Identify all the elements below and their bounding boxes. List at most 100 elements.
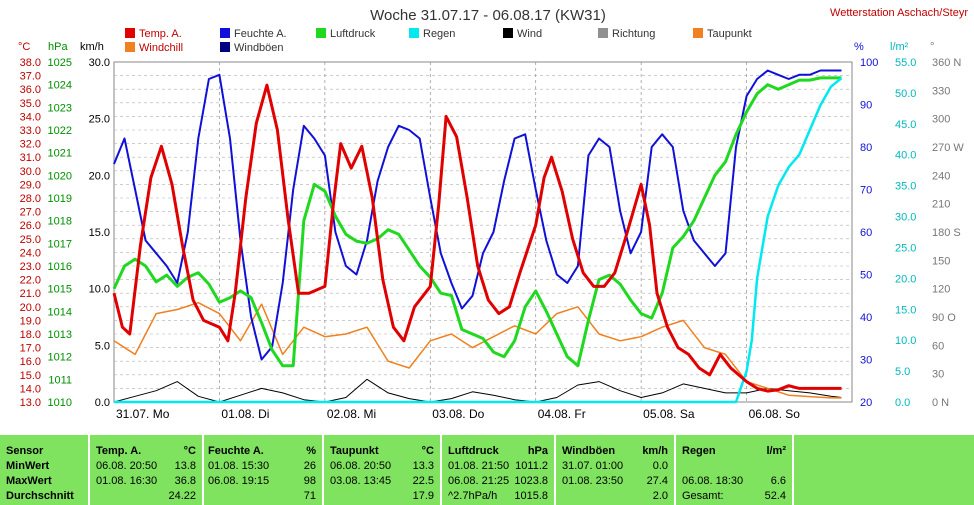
temp-unit-label: °C (18, 41, 30, 53)
stats-header-gust: Windböen (562, 445, 616, 457)
stats-value-gust: 2.0 (652, 490, 668, 502)
humidity-unit-label: % (854, 41, 864, 53)
temp-tick: 16.0 (20, 356, 41, 368)
stats-value-press: 1011.2 (515, 460, 548, 472)
temp-tick: 31.0 (20, 152, 41, 164)
humidity-tick: 80 (860, 142, 872, 154)
wind-tick: 5.0 (95, 340, 110, 352)
temp-tick: 35.0 (20, 98, 41, 110)
stats-value-dew: 17.9 (412, 490, 434, 502)
series-feuchte-a (113, 69, 842, 361)
stats-value-gust: 0.0 (652, 460, 668, 472)
rain-tick: 45.0 (895, 119, 916, 131)
stats-header-press: Luftdruck (448, 445, 499, 457)
stats-column-press: Luftdruck hPa 01.08. 21:50 1011.2 06.08. 21:… (444, 435, 556, 505)
legend-label: Regen (423, 28, 455, 40)
series-wind (113, 378, 842, 403)
wind-tick: 15.0 (89, 227, 110, 239)
temp-tick: 29.0 (20, 179, 41, 191)
rain-tick: 30.0 (895, 212, 916, 224)
legend-label: Windchill (139, 42, 183, 54)
wind-tick: 25.0 (89, 114, 110, 126)
statistics-panel: Sensor MinWert MaxWert Durchschnitt Temp… (0, 435, 974, 505)
rain-tick: 15.0 (895, 304, 916, 316)
rain-tick: 35.0 (895, 181, 916, 193)
stats-column-rain: Regen l/m² 06.08. 18:30 6.6 Gesamt: 52.4 (678, 435, 794, 505)
stats-time-hum: 06.08. 19:15 (208, 475, 270, 487)
stats-column-dew: Taupunkt °C 06.08. 20:50 13.3 03.08. 13:45 22… (326, 435, 442, 505)
humidity-tick: 40 (860, 312, 872, 324)
stats-row-avg-label: Durchschnitt (6, 490, 74, 502)
temp-tick: 37.0 (20, 71, 41, 83)
legend-label: Windböen (234, 42, 284, 54)
legend-swatch (125, 42, 135, 52)
weather-chart: Woche 31.07.17 - 06.08.17 (KW31) Wetters… (18, 7, 968, 421)
pressure-tick: 1022 (48, 125, 72, 137)
stats-unit-hum: % (306, 445, 316, 457)
stats-time-temp: 06.08. 20:50 (96, 460, 158, 472)
stats-column-hum: Feuchte A.% 01.08. 15:30 26 06.08. 19:15 98 7… (204, 435, 324, 505)
humidity-tick: 100 (860, 57, 878, 69)
direction-tick: 120 (932, 284, 950, 296)
pressure-tick: 1013 (48, 329, 72, 341)
legend-swatch (220, 28, 230, 38)
stats-time-rain: Gesamt: (682, 490, 724, 502)
legend-label: Temp. A. (139, 28, 182, 40)
stats-header-sensor: Sensor (6, 445, 44, 457)
day-label: 31.07. Mo (116, 407, 170, 421)
pressure-tick: 1017 (48, 238, 72, 250)
rain-tick: 0.0 (895, 397, 910, 409)
rain-tick: 55.0 (895, 57, 916, 69)
stats-value-press: 1023.8 (514, 475, 548, 487)
stats-value-hum: 98 (303, 475, 316, 487)
pressure-tick: 1016 (48, 261, 72, 273)
temp-tick: 26.0 (20, 220, 41, 232)
humidity-tick: 30 (860, 355, 872, 367)
temp-tick: 19.0 (20, 315, 41, 327)
temp-tick: 25.0 (20, 234, 41, 246)
legend-swatch (125, 28, 135, 38)
pressure-tick: 1021 (48, 148, 72, 160)
stats-header-rain: Regen (682, 445, 716, 457)
temp-tick: 32.0 (20, 139, 41, 151)
legend-swatch (693, 28, 703, 38)
stats-unit-temp: °C (183, 445, 196, 457)
day-labels: 31.07. Mo 01.08. Di 02.08. Mi 03.08. Do 04.0… (116, 407, 800, 421)
stats-column-temp: Temp. A. °C 06.08. 20:50 13.8 01.08. 16:30 36… (92, 435, 204, 505)
rain-tick: 25.0 (895, 242, 916, 254)
temp-tick: 38.0 (20, 57, 41, 69)
temp-tick: 27.0 (20, 207, 41, 219)
stats-time-dew: 06.08. 20:50 (330, 460, 392, 472)
legend-swatch (503, 28, 513, 38)
stats-unit-dew: °C (421, 445, 434, 457)
pressure-tick: 1024 (48, 80, 72, 92)
wind-tick: 10.0 (89, 284, 110, 296)
temp-tick: 21.0 (20, 288, 41, 300)
stats-value-temp: 36.8 (174, 475, 196, 487)
rain-tick: 40.0 (895, 150, 916, 162)
stats-value-hum: 26 (303, 460, 316, 472)
pressure-tick: 1010 (48, 397, 72, 409)
humidity-tick: 20 (860, 397, 872, 409)
direction-tick: 60 (932, 340, 944, 352)
humidity-tick: 50 (860, 270, 872, 282)
direction-tick: 90 O (932, 312, 956, 324)
stats-unit-press: hPa (527, 445, 548, 457)
humidity-tick: 90 (860, 100, 872, 112)
stats-header-dew: Taupunkt (330, 445, 379, 457)
temp-tick: 24.0 (20, 247, 41, 259)
stats-unit-gust: km/h (642, 445, 668, 457)
direction-tick: 30 (932, 369, 944, 381)
chart-legend: Temp. A. Feuchte A. Luftdruck Regen Wind Rich… (125, 28, 752, 54)
temp-tick: 28.0 (20, 193, 41, 205)
rain-tick: 50.0 (895, 88, 916, 100)
direction-tick: 0 N (932, 397, 949, 409)
legend-swatch (316, 28, 326, 38)
direction-tick: 210 (932, 199, 950, 211)
temp-tick: 33.0 (20, 125, 41, 137)
stats-time-press: ^2.7hPa/h (448, 490, 498, 502)
stats-unit-rain: l/m² (766, 445, 786, 457)
direction-tick: 300 (932, 114, 950, 126)
pressure-tick: 1020 (48, 170, 72, 182)
plot-area (113, 61, 853, 403)
